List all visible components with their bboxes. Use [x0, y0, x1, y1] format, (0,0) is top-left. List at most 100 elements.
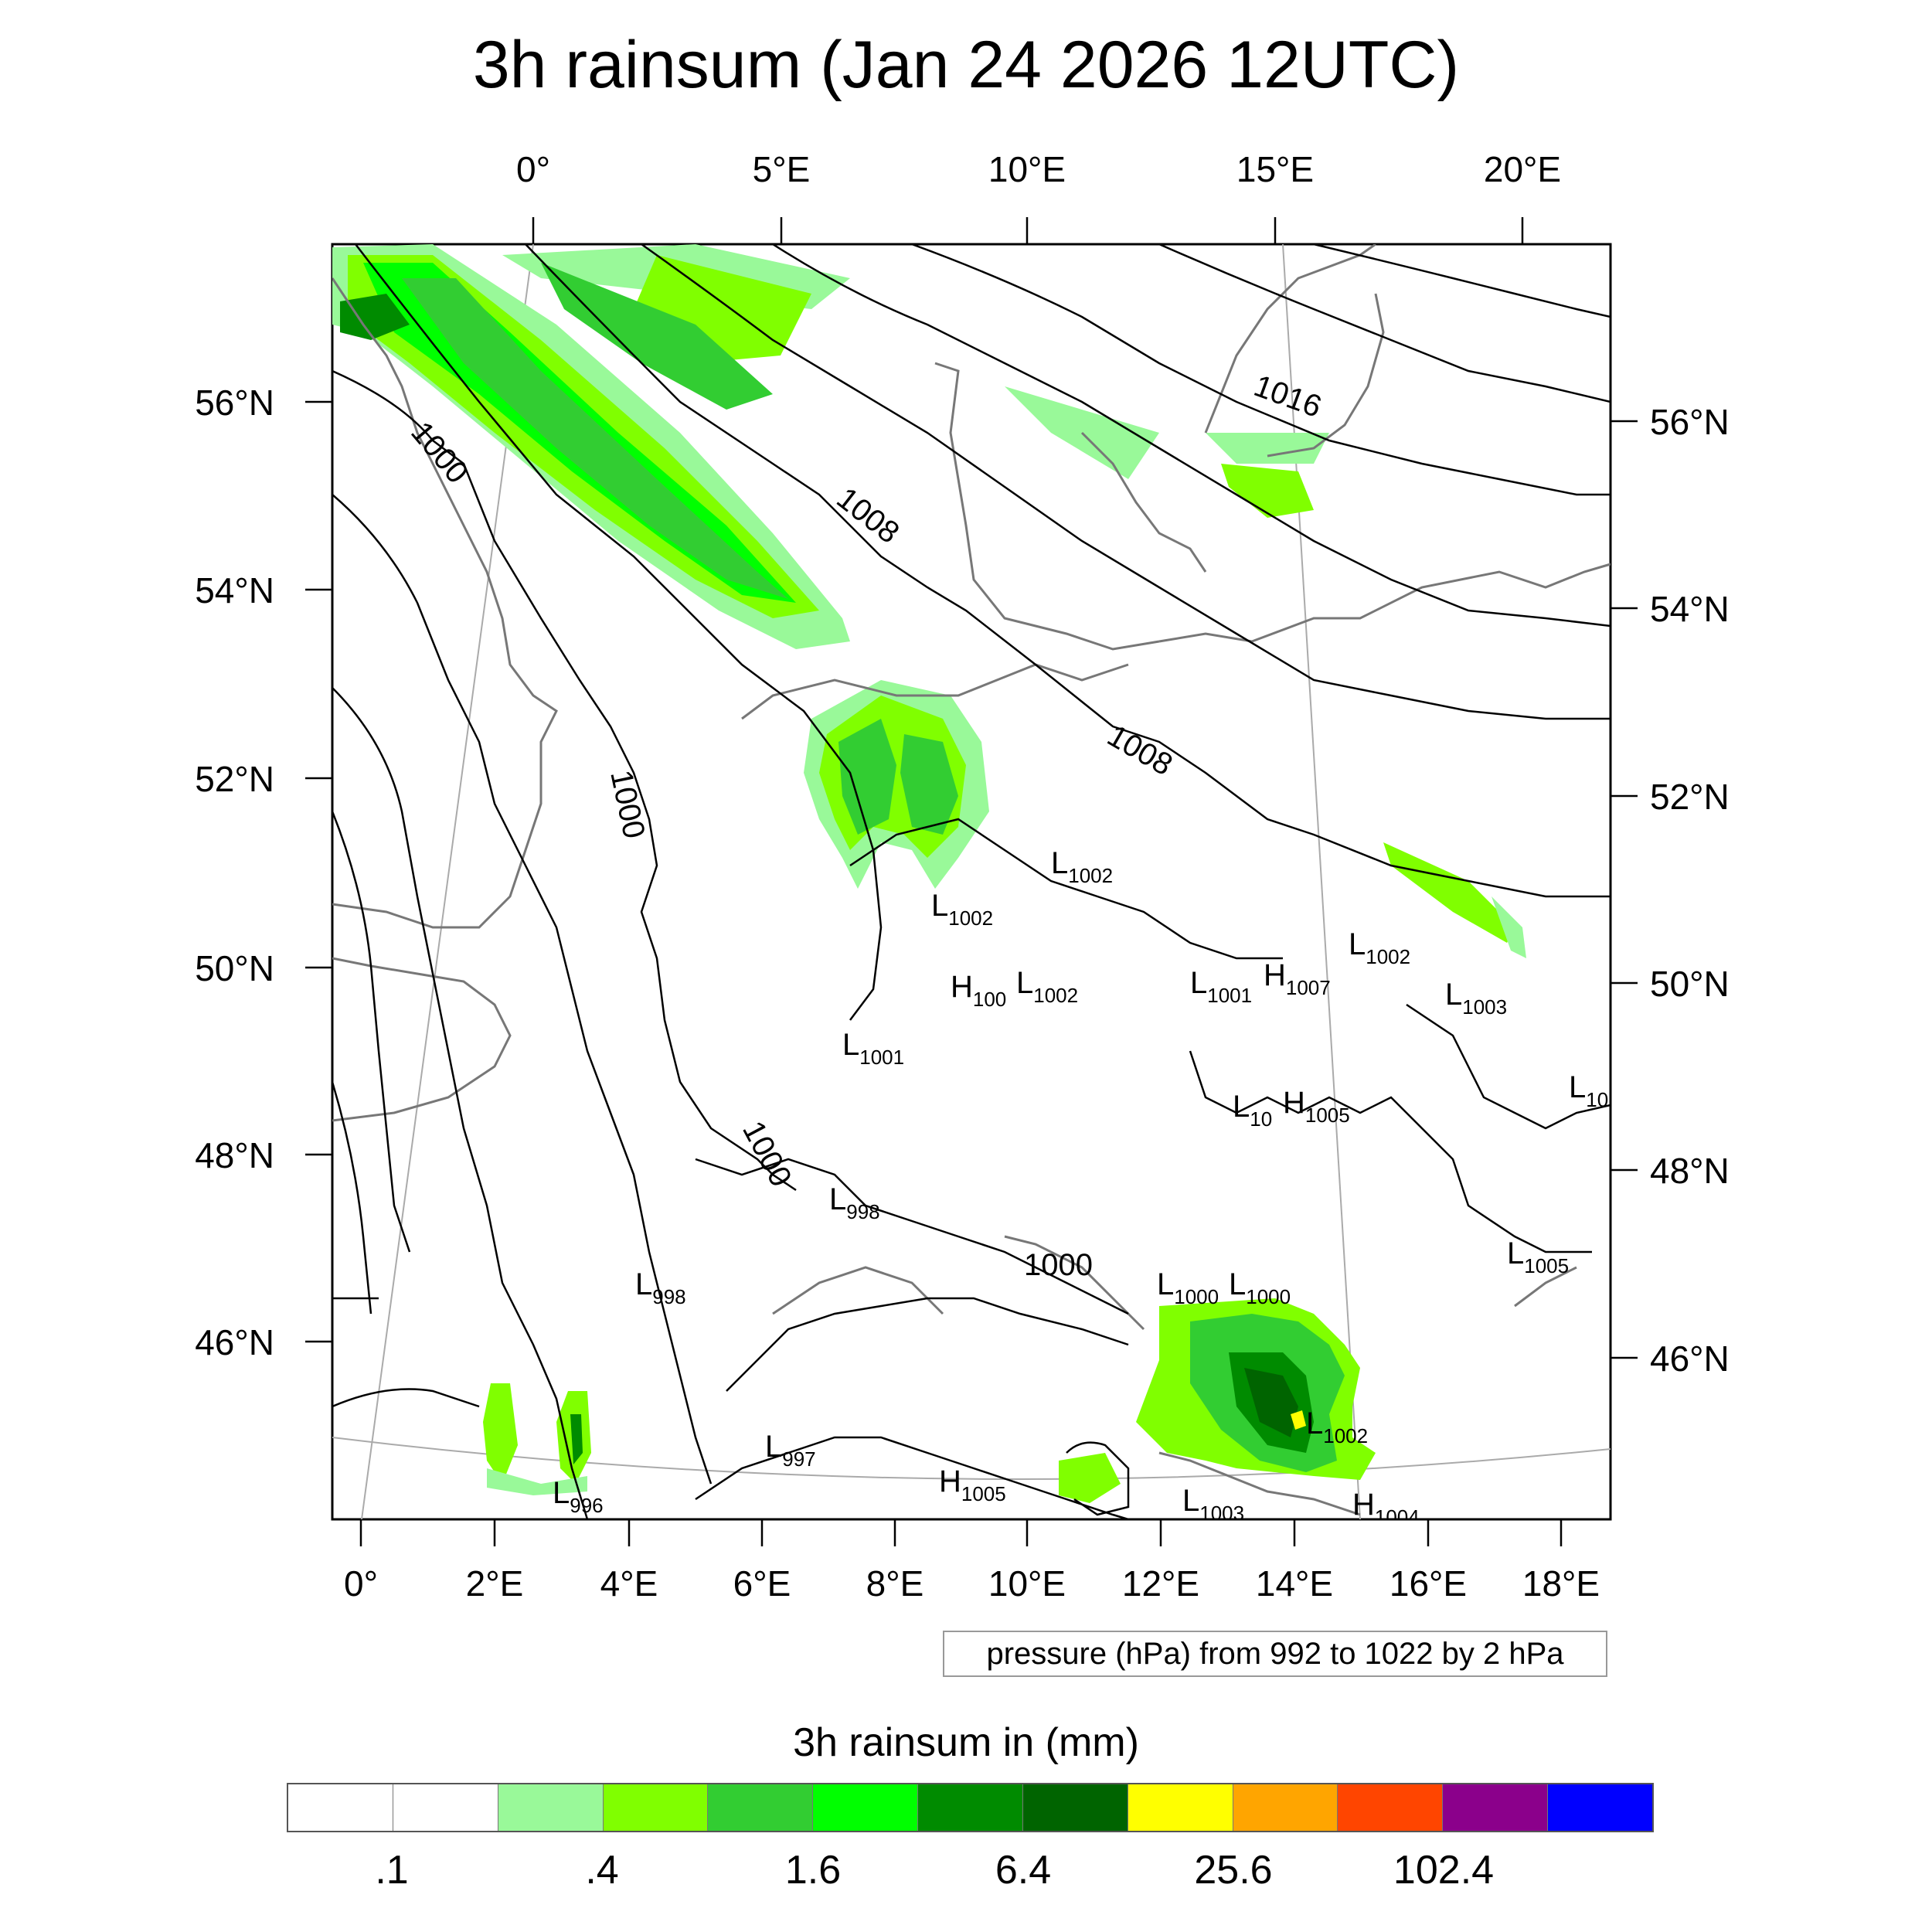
pressure-system-label: L1005	[1507, 1236, 1569, 1277]
colorbar-title: 3h rainsum in (mm)	[793, 1720, 1139, 1765]
lon-label: 16°E	[1389, 1563, 1467, 1604]
lat-label: 56°N	[1650, 402, 1730, 442]
precip-fields	[332, 244, 1526, 1503]
precip-band-max	[340, 294, 410, 340]
coastlines	[332, 244, 1611, 1516]
precip-band-east-3	[541, 263, 773, 410]
colorbar	[287, 1783, 1654, 1832]
pressure-system-label: L1002	[1016, 966, 1078, 1007]
colorbar-cell	[1443, 1784, 1549, 1831]
precip-east-streak	[1383, 842, 1515, 943]
pressure-system-label: L10	[1569, 1070, 1608, 1111]
lat-label: 48°N	[1650, 1151, 1730, 1191]
lon-label: 6°E	[733, 1563, 791, 1604]
precip-baltic-1	[1206, 433, 1329, 464]
lon-label: 0°	[344, 1563, 378, 1604]
lat-label: 56°N	[195, 383, 274, 423]
colorbar-cell	[1128, 1784, 1233, 1831]
pressure-system-label: L998	[829, 1182, 880, 1223]
left-lat-labels: 56°N 54°N 52°N 50°N 48°N 46°N	[195, 383, 274, 1362]
right-lat-labels: 56°N 54°N 52°N 50°N 48°N 46°N	[1650, 402, 1730, 1379]
tick-marks	[305, 217, 1638, 1546]
isobars	[332, 244, 1611, 1519]
lat-label: 48°N	[195, 1135, 274, 1175]
lon-label: 8°E	[866, 1563, 924, 1604]
lon-label: 18°E	[1522, 1563, 1600, 1604]
lon-label: 4°E	[600, 1563, 658, 1604]
lon-label: 10°E	[988, 149, 1066, 189]
colorbar-cell	[603, 1784, 709, 1831]
precip-band-core-3	[402, 278, 788, 599]
pressure-system-label: L1003	[1445, 978, 1507, 1019]
lat-label: 54°N	[195, 570, 274, 611]
precip-east-streak-2	[1492, 896, 1526, 958]
colorbar-cell	[708, 1784, 814, 1831]
precip-baltic-2	[1221, 464, 1314, 518]
pressure-system-label: L1002	[1349, 927, 1410, 968]
lon-label: 20°E	[1484, 149, 1561, 189]
precip-south-blob	[1059, 1453, 1121, 1503]
pressure-system-label: H1007	[1264, 958, 1331, 999]
lon-label: 2°E	[466, 1563, 524, 1604]
precip-alps-peak	[1244, 1368, 1298, 1437]
pressure-system-label: L10	[1233, 1090, 1272, 1131]
colorbar-cell	[288, 1784, 393, 1831]
colorbar-cell	[918, 1784, 1023, 1831]
lon-label: 12°E	[1122, 1563, 1199, 1604]
precip-cell-lowcountries-max1	[838, 719, 896, 835]
colorbar-cell	[393, 1784, 498, 1831]
lat-label: 50°N	[1650, 964, 1730, 1004]
precip-france-1	[483, 1383, 518, 1484]
colorbar-tick-label: .4	[585, 1848, 619, 1893]
lon-label: 0°	[516, 149, 550, 189]
lat-label: 50°N	[195, 948, 274, 988]
lon-label: 10°E	[988, 1563, 1066, 1604]
pressure-system-label: L1001	[1190, 966, 1252, 1007]
colorbar-tick-label: 25.6	[1194, 1848, 1273, 1893]
lat-label: 54°N	[1650, 589, 1730, 629]
map-title: 3h rainsum (Jan 24 2026 12UTC)	[472, 28, 1460, 102]
pressure-system-label: L1002	[1306, 1406, 1368, 1447]
precip-france-2-core	[570, 1414, 583, 1464]
pressure-system-label: L997	[765, 1430, 816, 1471]
pressure-systems: L1002 L1002 H100 L1002 L1001 H1007 L1002…	[553, 846, 1608, 1529]
pressure-system-label: L1000	[1157, 1267, 1219, 1308]
pressure-system-label: L1003	[1182, 1484, 1244, 1525]
colorbar-cell	[498, 1784, 604, 1831]
pressure-system-label: L1002	[931, 889, 993, 930]
colorbar-cell	[1548, 1784, 1652, 1831]
lon-label: 14°E	[1256, 1563, 1333, 1604]
top-lon-labels: 0° 5°E 10°E 15°E 20°E	[516, 149, 1561, 189]
precip-alps-extreme	[1291, 1410, 1306, 1430]
lon-label: 5°E	[753, 149, 811, 189]
pressure-system-label: L1002	[1051, 846, 1113, 887]
colorbar-tick-label: 102.4	[1393, 1848, 1495, 1893]
bottom-lon-labels: 0° 2°E 4°E 6°E 8°E 10°E 12°E 14°E 16°E 1…	[344, 1563, 1600, 1604]
lat-label: 46°N	[1650, 1338, 1730, 1379]
pressure-system-label: L996	[553, 1476, 604, 1517]
colorbar-tick-label: .1	[375, 1848, 409, 1893]
pressure-system-label: H100	[951, 970, 1006, 1011]
isobar-label: 1000	[1024, 1248, 1093, 1282]
colorbar-cell	[1233, 1784, 1338, 1831]
colorbar-cell	[813, 1784, 919, 1831]
pressure-system-label: L1001	[842, 1028, 904, 1069]
lat-label: 52°N	[1650, 777, 1730, 817]
colorbar-cell	[1022, 1784, 1128, 1831]
pressure-system-label: H1004	[1352, 1488, 1420, 1529]
lat-label: 46°N	[195, 1322, 274, 1362]
lon-label: 15°E	[1236, 149, 1314, 189]
colorbar-tick-label: 6.4	[995, 1848, 1052, 1893]
lat-label: 52°N	[195, 759, 274, 799]
map-content: 1000 1000 1000 1008 1008 1016 1000 L1002…	[332, 244, 1611, 1529]
pressure-system-label: H1005	[1283, 1086, 1350, 1127]
precip-cell-lowcountries-max2	[900, 734, 958, 835]
colorbar-tick-label: 1.6	[784, 1848, 842, 1893]
colorbar-cell	[1338, 1784, 1444, 1831]
pressure-system-label: L1000	[1229, 1267, 1291, 1308]
precip-france-base	[487, 1468, 587, 1495]
pressure-system-label: H1005	[939, 1464, 1006, 1505]
pressure-system-label: L998	[635, 1267, 686, 1308]
pressure-info-box: pressure (hPa) from 992 to 1022 by 2 hPa	[943, 1631, 1607, 1677]
